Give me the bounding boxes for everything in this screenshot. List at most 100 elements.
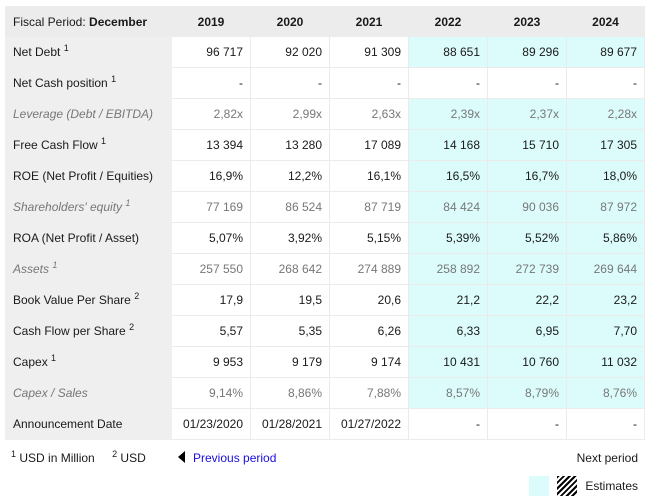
row-label: ROE (Net Profit / Equities)	[5, 160, 172, 192]
cell-value: 89 677	[566, 36, 645, 68]
cell-value: 5,57	[171, 315, 251, 347]
row-label: Cash Flow per Share 2	[5, 315, 172, 347]
cell-value: 96 717	[171, 36, 251, 68]
previous-period-link[interactable]: Previous period	[178, 451, 276, 465]
row-label: Net Cash position 1	[5, 67, 172, 99]
cell-value: 2,82x	[171, 98, 251, 130]
year-header: 2024	[566, 6, 645, 37]
cell-value: -	[487, 67, 567, 99]
cell-value: 274 889	[329, 253, 409, 285]
cell-value: 5,15%	[329, 222, 409, 254]
cell-value: 91 309	[329, 36, 409, 68]
table-row: ROA (Net Profit / Asset) 5,07% 3,92% 5,15% 5…	[5, 222, 645, 254]
cell-value: 92 020	[250, 36, 330, 68]
cell-value: 01/27/2022	[329, 408, 409, 440]
cell-value: 3,92%	[250, 222, 330, 254]
year-header: 2019	[171, 6, 251, 37]
footnote-marker: 1	[125, 198, 131, 208]
cell-value: 5,35	[250, 315, 330, 347]
cell-value: 269 644	[566, 253, 645, 285]
footnote-marker: 1	[52, 260, 58, 270]
cell-value: 5,39%	[408, 222, 488, 254]
table-row: Capex / Sales 9,14% 8,86% 7,88% 8,57% 8,79% 8,…	[5, 377, 645, 409]
triangle-left-icon	[178, 451, 185, 463]
legend-label: Estimates	[585, 479, 638, 493]
cell-value: 17 089	[329, 129, 409, 161]
cell-value: -	[566, 67, 645, 99]
year-header: 2023	[487, 6, 567, 37]
cell-value: 19,5	[250, 284, 330, 316]
footnote-marker: 1	[101, 136, 107, 146]
cell-value: 87 972	[566, 191, 645, 223]
cell-value: 23,2	[566, 284, 645, 316]
hatched-swatch-icon	[557, 476, 578, 496]
cell-value: 2,37x	[487, 98, 567, 130]
cell-value: 7,70	[566, 315, 645, 347]
fiscal-period-value: December	[89, 14, 148, 29]
cell-value: 9,14%	[171, 377, 251, 409]
row-label: Leverage (Debt / EBITDA)	[5, 98, 172, 130]
table-row: Leverage (Debt / EBITDA) 2,82x 2,99x 2,63x 2…	[5, 98, 645, 130]
next-period-link[interactable]: Next period	[576, 451, 638, 465]
table-row: Assets 1 257 550 268 642 274 889 258 892 272 …	[5, 253, 645, 285]
footnote-marker: 1	[51, 353, 57, 363]
cell-value: 14 168	[408, 129, 488, 161]
fiscal-period-header: Fiscal Period: December	[5, 6, 172, 37]
estimate-swatch-icon	[529, 476, 550, 496]
cell-value: 272 739	[487, 253, 567, 285]
table-body: Net Debt 1 96 717 92 020 91 309 88 651 89 296…	[5, 36, 645, 440]
row-label: Capex / Sales	[5, 377, 172, 409]
header-row: Fiscal Period: December 2019 2020 2021 2…	[5, 6, 645, 37]
cell-value: 01/28/2021	[250, 408, 330, 440]
cell-value: 9 953	[171, 346, 251, 378]
cell-value: -	[487, 408, 567, 440]
row-label: ROA (Net Profit / Asset)	[5, 222, 172, 254]
table-row: Shareholders' equity 1 77 169 86 524 87 719…	[5, 191, 645, 223]
cell-value: 13 394	[171, 129, 251, 161]
cell-value: 257 550	[171, 253, 251, 285]
year-header: 2021	[329, 6, 409, 37]
cell-value: 8,79%	[487, 377, 567, 409]
table-row: Net Cash position 1------	[5, 67, 645, 99]
cell-value: 17 305	[566, 129, 645, 161]
footnote-marker: 2	[134, 291, 140, 301]
row-label: Shareholders' equity 1	[5, 191, 172, 223]
cell-value: 8,57%	[408, 377, 488, 409]
footnote-2: 2 USD	[112, 449, 146, 465]
year-header: 2022	[408, 6, 488, 37]
footnote-1: 1 USD in Million	[11, 449, 95, 465]
cell-value: -	[408, 408, 488, 440]
cell-value: 13 280	[250, 129, 330, 161]
cell-value: 6,26	[329, 315, 409, 347]
table-row: ROE (Net Profit / Equities) 16,9% 12,2% 16,…	[5, 160, 645, 192]
cell-value: 77 169	[171, 191, 251, 223]
legend: Estimates	[529, 476, 638, 496]
row-label: Assets 1	[5, 253, 172, 285]
cell-value: 16,9%	[171, 160, 251, 192]
cell-value: 90 036	[487, 191, 567, 223]
cell-value: 8,76%	[566, 377, 645, 409]
table-row: Announcement Date 01/23/2020 01/28/2021 01/…	[5, 408, 645, 440]
cell-value: 6,33	[408, 315, 488, 347]
cell-value: 5,07%	[171, 222, 251, 254]
cell-value: 89 296	[487, 36, 567, 68]
cell-value: 17,9	[171, 284, 251, 316]
cell-value: 10 431	[408, 346, 488, 378]
row-label: Book Value Per Share 2	[5, 284, 172, 316]
cell-value: 86 524	[250, 191, 330, 223]
cell-value: 258 892	[408, 253, 488, 285]
table-row: Book Value Per Share 2 17,9 19,5 20,6 21,2 22…	[5, 284, 645, 316]
cell-value: 18,0%	[566, 160, 645, 192]
cell-value: 16,1%	[329, 160, 409, 192]
cell-value: 2,63x	[329, 98, 409, 130]
cell-value: 9 174	[329, 346, 409, 378]
cell-value: 20,6	[329, 284, 409, 316]
cell-value: 7,88%	[329, 377, 409, 409]
cell-value: 84 424	[408, 191, 488, 223]
table-row: Free Cash Flow 1 13 394 13 280 17 089 14 168…	[5, 129, 645, 161]
footnote-marker: 2	[129, 322, 135, 332]
cell-value: -	[250, 67, 330, 99]
row-label: Net Debt 1	[5, 36, 172, 68]
row-label: Free Cash Flow 1	[5, 129, 172, 161]
cell-value: 12,2%	[250, 160, 330, 192]
